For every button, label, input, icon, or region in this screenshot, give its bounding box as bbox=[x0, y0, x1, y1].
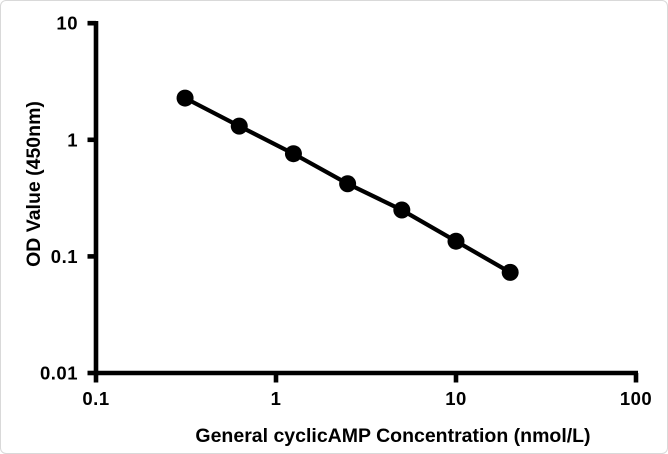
data-point bbox=[501, 263, 519, 281]
data-point bbox=[230, 117, 248, 135]
data-point bbox=[447, 232, 465, 250]
y-axis-title: OD Value (450nm) bbox=[23, 101, 45, 267]
data-point bbox=[284, 145, 302, 163]
data-point bbox=[339, 175, 357, 193]
data-point bbox=[176, 89, 194, 107]
x-tick-label: 100 bbox=[620, 388, 652, 409]
x-tick-label: 10 bbox=[445, 388, 467, 409]
y-tick-label: 10 bbox=[56, 13, 78, 34]
x-tick-label: 1 bbox=[271, 388, 282, 409]
y-tick-label: 0.1 bbox=[51, 246, 78, 267]
x-axis-title: General cyclicAMP Concentration (nmol/L) bbox=[195, 425, 590, 447]
y-tick-label: 1 bbox=[67, 129, 78, 150]
x-tick-label: 0.1 bbox=[82, 388, 109, 409]
y-tick-label: 0.01 bbox=[40, 363, 78, 384]
data-point bbox=[393, 201, 411, 219]
